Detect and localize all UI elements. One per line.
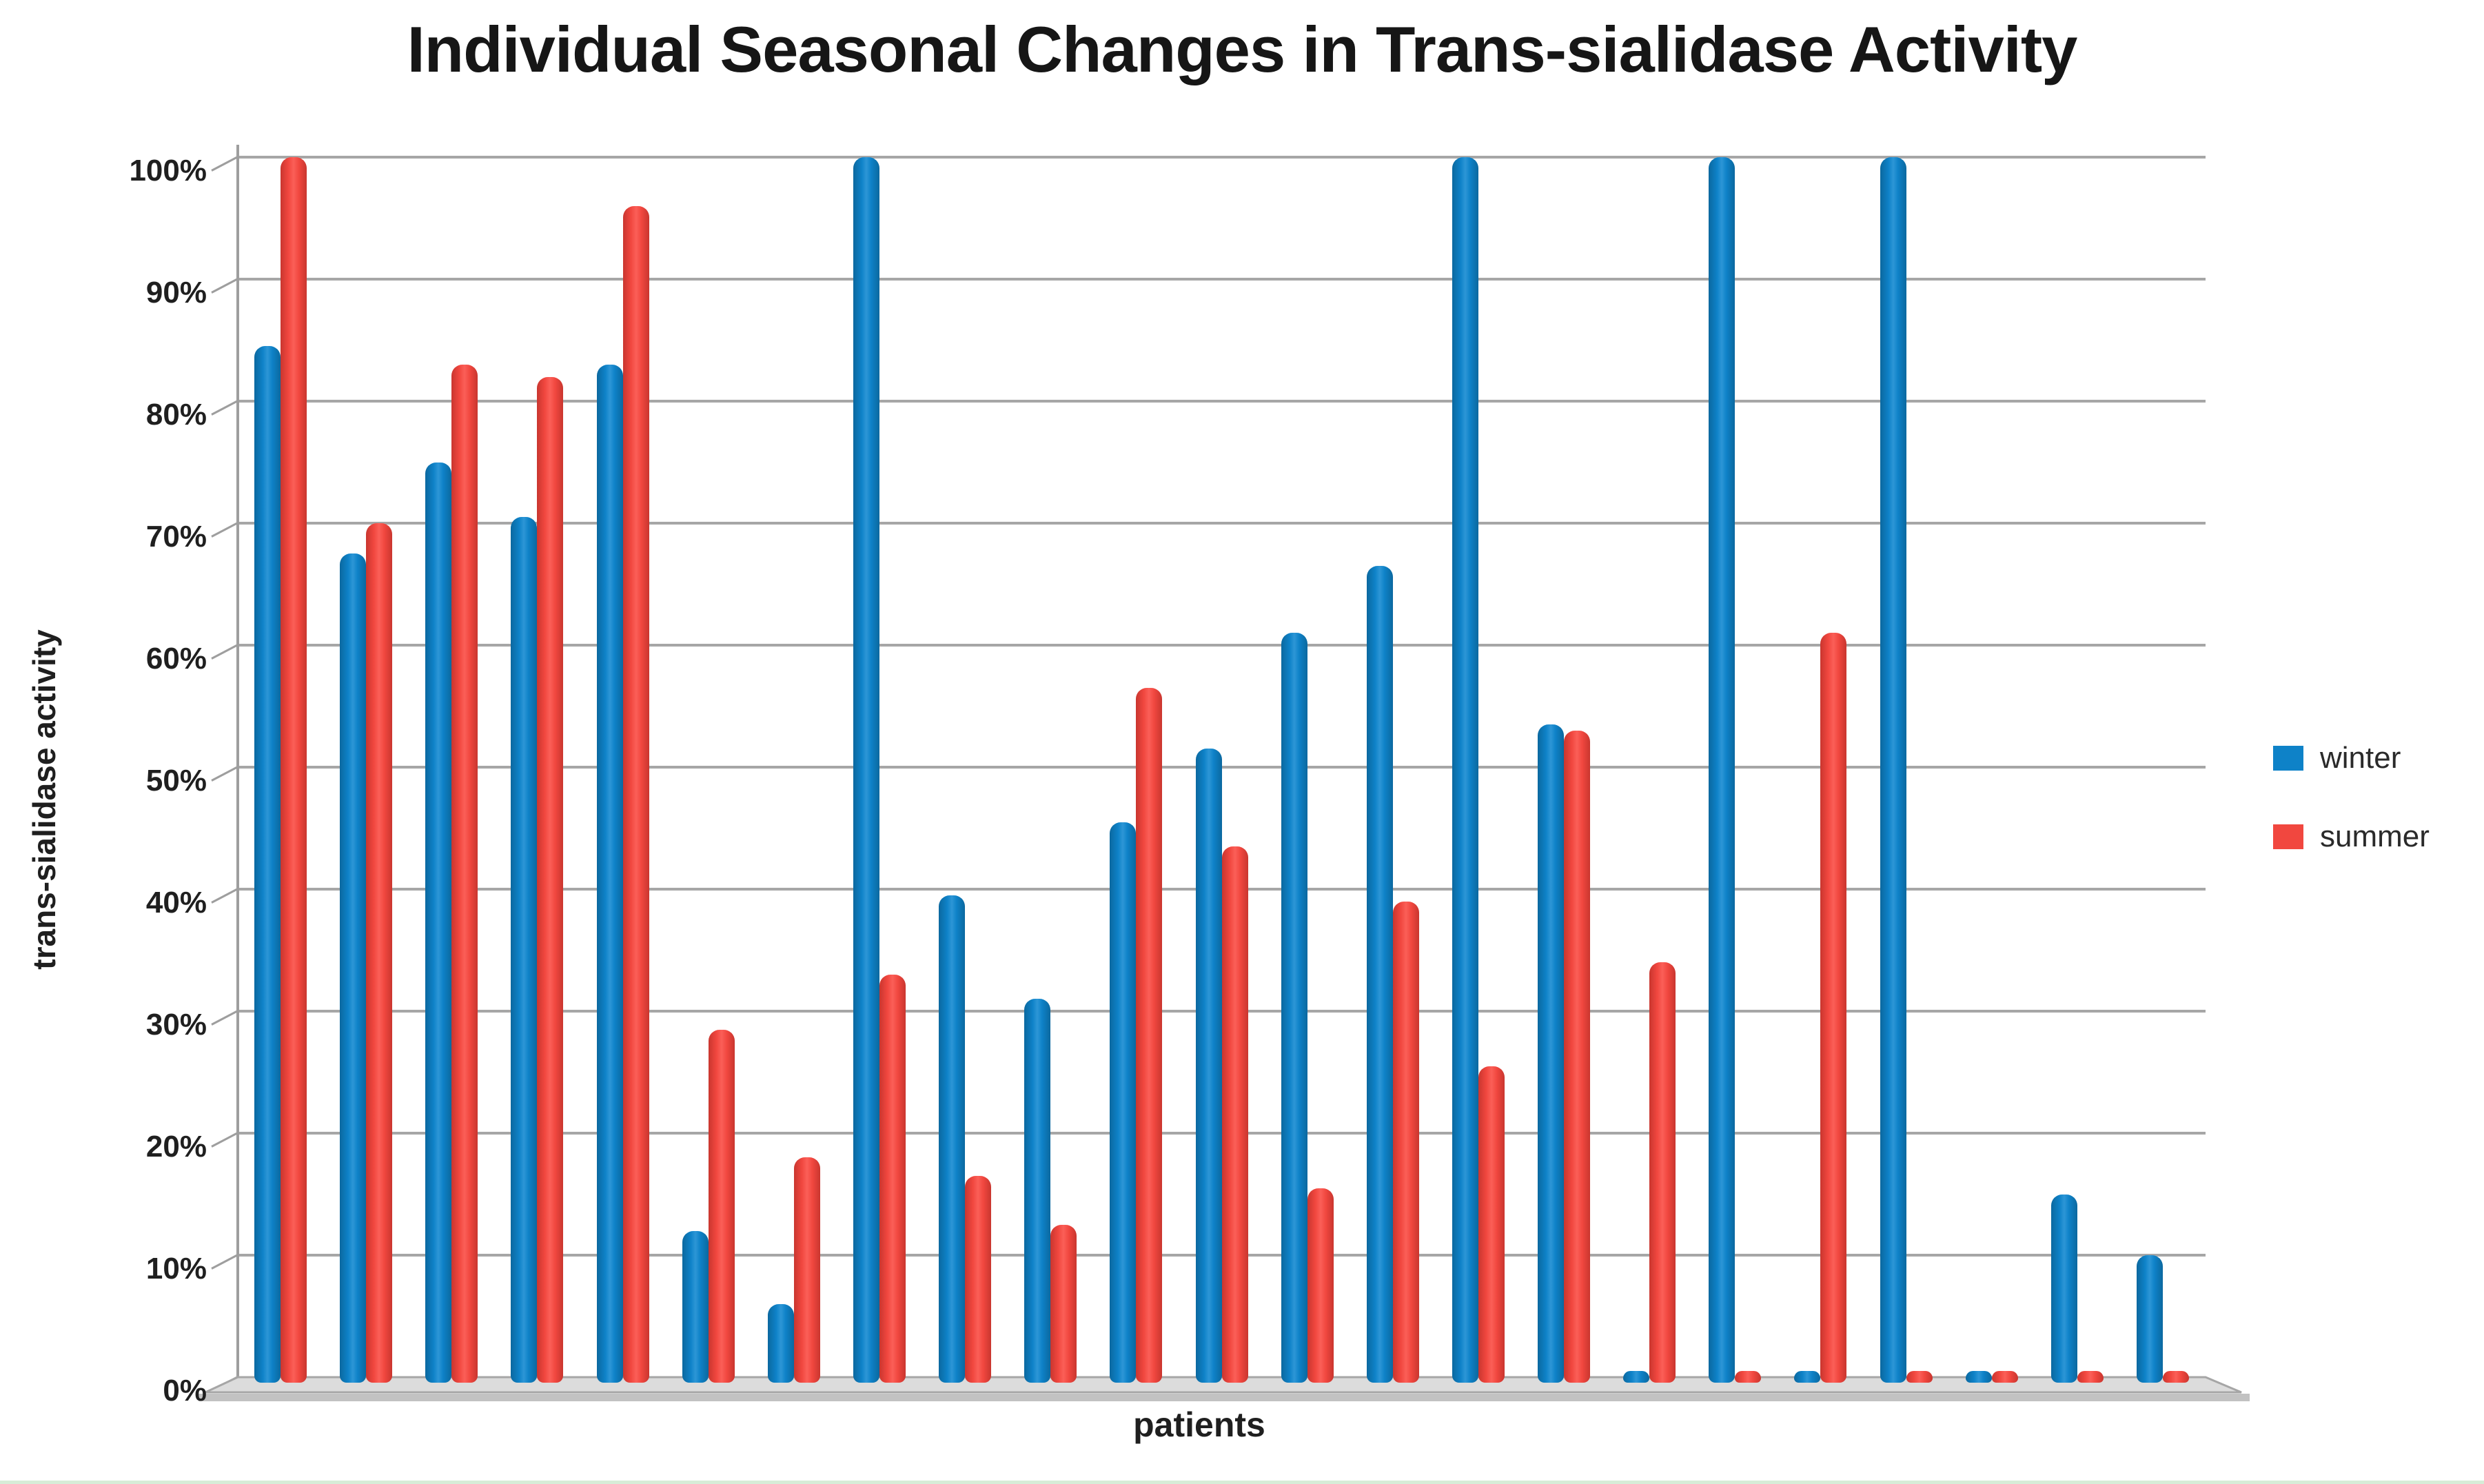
bar-winter-patient-11	[1110, 822, 1137, 1383]
bar-summer-patient-10	[1050, 1224, 1077, 1383]
y-tick-label-90%: 90%	[145, 276, 207, 309]
bar-winter-patient-6	[682, 1230, 709, 1383]
bar-winter-patient-8	[853, 157, 879, 1383]
y-tick-label-70%: 70%	[145, 520, 207, 553]
bar-summer-patient-2	[366, 523, 393, 1383]
bar-summer-patient-20	[1906, 1371, 1933, 1383]
y-tick-label-30%: 30%	[145, 1008, 207, 1041]
legend: winter summer	[2273, 743, 2430, 900]
y-tick-label-100%: 100%	[129, 154, 207, 187]
bar-winter-patient-12	[1195, 749, 1222, 1383]
y-tick-label-80%: 80%	[145, 398, 207, 431]
bar-winter-patient-23	[2136, 1255, 2163, 1383]
y-tick-label-60%: 60%	[145, 642, 207, 675]
bar-summer-patient-1	[281, 157, 307, 1383]
legend-label-summer: summer	[2320, 820, 2430, 853]
bar-summer-patient-11	[1136, 687, 1163, 1383]
bar-winter-patient-5	[596, 364, 623, 1383]
bar-winter-patient-16	[1538, 724, 1565, 1383]
legend-item-summer: summer	[2273, 822, 2430, 852]
bar-summer-patient-13	[1307, 1188, 1334, 1383]
y-tick-label-50%: 50%	[145, 764, 207, 797]
bar-winter-patient-14	[1366, 565, 1393, 1383]
bar-summer-patient-21	[1991, 1371, 2018, 1383]
bar-summer-patient-18	[1735, 1371, 1762, 1383]
bar-winter-patient-1	[254, 346, 281, 1383]
gridline-100%	[238, 156, 2206, 159]
bar-winter-patient-20	[1880, 157, 1906, 1383]
bar-summer-patient-8	[879, 974, 906, 1383]
bar-summer-patient-17	[1649, 962, 1676, 1383]
bar-summer-patient-19	[1820, 633, 1847, 1383]
bar-winter-patient-13	[1281, 633, 1307, 1383]
bar-winter-patient-22	[2050, 1194, 2077, 1383]
bar-winter-patient-15	[1452, 157, 1478, 1383]
bar-winter-patient-18	[1709, 157, 1735, 1383]
bar-summer-patient-22	[2077, 1371, 2104, 1383]
bar-winter-patient-4	[511, 517, 538, 1383]
gridline-50%	[238, 766, 2206, 769]
bar-summer-patient-3	[451, 364, 478, 1383]
winter-legend-swatch-icon	[2273, 746, 2303, 771]
bar-summer-patient-6	[708, 1029, 735, 1383]
y-axis-line	[236, 145, 239, 1377]
bar-summer-patient-16	[1564, 730, 1591, 1383]
x-axis-title: patients	[1133, 1405, 1265, 1444]
gridline-80%	[238, 400, 2206, 403]
bar-winter-patient-2	[340, 553, 367, 1383]
bar-summer-patient-12	[1221, 846, 1248, 1383]
y-tick-label-10%: 10%	[145, 1252, 207, 1285]
bar-winter-patient-9	[939, 895, 966, 1383]
gridline-90%	[238, 278, 2206, 281]
chart-title: Individual Seasonal Changes in Trans-sia…	[407, 13, 2078, 85]
bar-summer-patient-15	[1478, 1066, 1505, 1383]
gridline-70%	[238, 522, 2206, 525]
bar-winter-patient-21	[1965, 1371, 1992, 1383]
bar-summer-patient-4	[537, 376, 564, 1383]
bar-winter-patient-3	[425, 462, 452, 1383]
y-tick-label-40%: 40%	[145, 886, 207, 919]
bar-summer-patient-5	[622, 205, 649, 1383]
bar-summer-patient-23	[2162, 1371, 2189, 1383]
bar-winter-patient-10	[1024, 999, 1051, 1383]
bar-winter-patient-17	[1623, 1371, 1650, 1383]
y-tick-label-0%: 0%	[163, 1374, 207, 1407]
summer-legend-swatch-icon	[2273, 824, 2303, 849]
scan-artifact-line	[0, 1481, 2484, 1484]
y-tick-label-20%: 20%	[145, 1130, 207, 1163]
legend-label-winter: winter	[2320, 741, 2401, 775]
gridline-60%	[238, 644, 2206, 647]
bar-summer-patient-7	[793, 1157, 820, 1383]
bar-winter-patient-19	[1794, 1371, 1821, 1383]
bar-summer-patient-14	[1392, 901, 1419, 1383]
bar-summer-patient-9	[965, 1175, 992, 1383]
legend-item-winter: winter	[2273, 743, 2430, 773]
bar-winter-patient-7	[767, 1303, 794, 1383]
